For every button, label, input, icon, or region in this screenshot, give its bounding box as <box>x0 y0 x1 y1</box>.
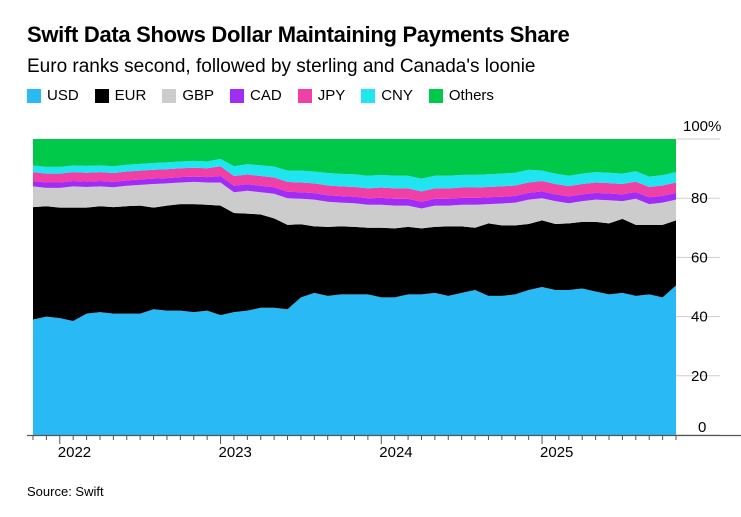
legend-swatch <box>94 88 109 103</box>
x-tick-label: 2022 <box>58 444 91 461</box>
x-tick-label: 2023 <box>219 444 252 461</box>
y-tick-label: 80 <box>691 190 708 207</box>
area-cny <box>33 158 676 192</box>
legend-swatch <box>428 88 443 103</box>
area-usd <box>33 285 676 435</box>
y-tick-label: 20 <box>691 368 708 385</box>
legend-label: EUR <box>114 87 147 104</box>
legend-item-gbp: GBP <box>162 87 214 104</box>
y-tick-label: 0 <box>698 419 706 436</box>
area-others <box>33 139 676 179</box>
legend-item-cad: CAD <box>230 87 282 104</box>
area-eur <box>33 204 676 322</box>
legend-label: Others <box>448 87 494 104</box>
legend-item-others: Others <box>428 87 494 104</box>
legend-label: GBP <box>182 87 215 104</box>
legend-item-eur: EUR <box>94 87 147 104</box>
legend-swatch <box>297 88 312 103</box>
legend-swatch <box>230 88 245 103</box>
x-tick-label: 2025 <box>540 444 573 461</box>
y-tick-label: 100% <box>683 118 721 135</box>
legend-swatch <box>361 88 376 103</box>
chart-title: Swift Data Shows Dollar Maintaining Paym… <box>27 22 570 47</box>
y-tick-label: 60 <box>691 249 708 266</box>
y-tick-label: 40 <box>691 309 708 326</box>
area-gbp <box>33 181 676 229</box>
legend-label: USD <box>47 87 79 104</box>
legend-item-usd: USD <box>27 87 79 104</box>
area-jpy <box>33 166 676 202</box>
source-note: Source: Swift <box>27 484 104 499</box>
legend-label: JPY <box>317 87 346 104</box>
legend-item-jpy: JPY <box>297 87 346 104</box>
chart-subtitle: Euro ranks second, followed by sterling … <box>27 56 536 77</box>
legend-label: CAD <box>250 87 282 104</box>
area-cad <box>33 176 676 209</box>
x-tick-label: 2024 <box>379 444 412 461</box>
legend: USD EUR GBP CAD JPY CNY Others <box>27 87 494 104</box>
legend-swatch <box>27 88 41 103</box>
legend-swatch <box>162 88 177 103</box>
legend-item-cny: CNY <box>361 87 413 104</box>
legend-label: CNY <box>381 87 413 104</box>
